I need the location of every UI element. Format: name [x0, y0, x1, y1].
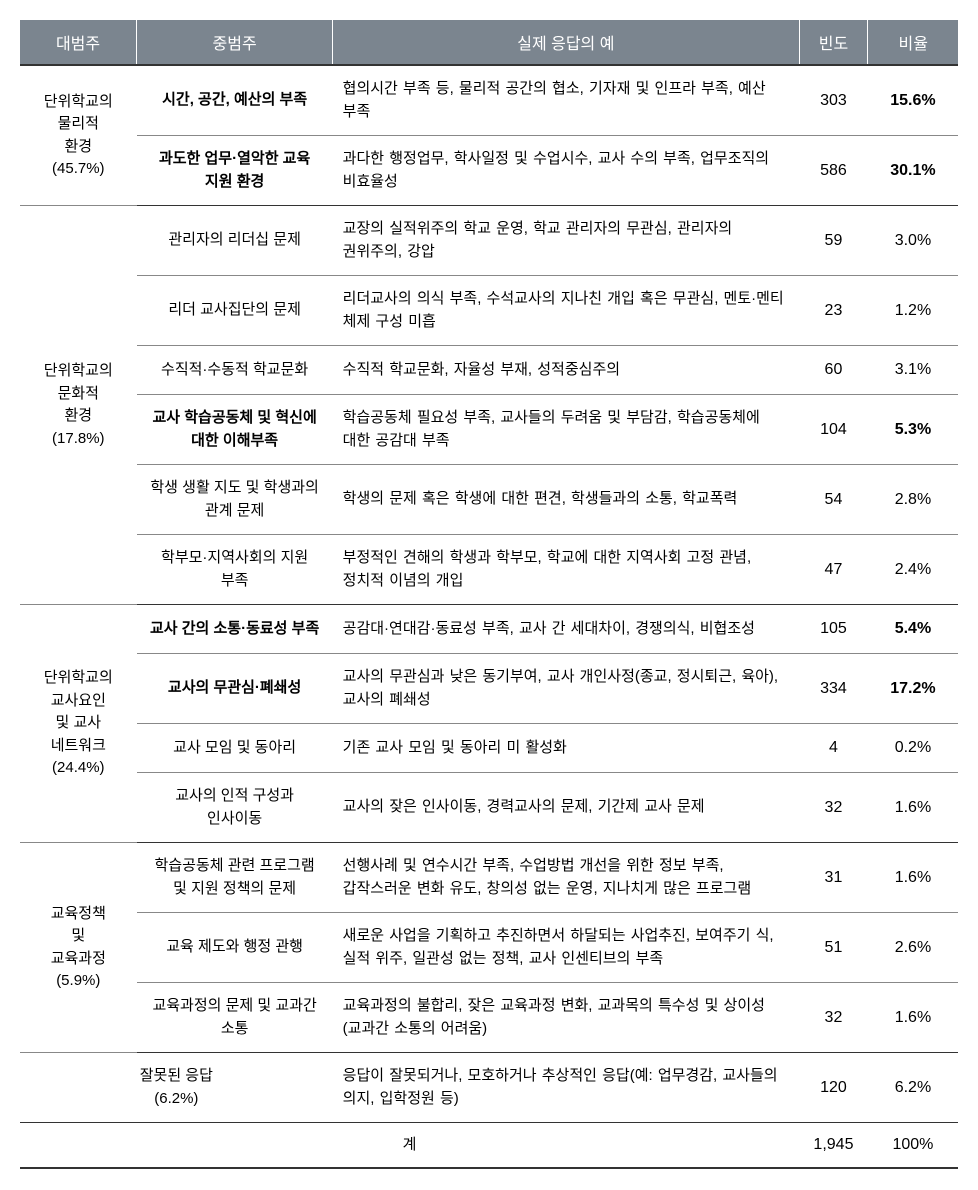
ratio-value: 1.6%	[868, 983, 958, 1053]
header-ratio: 비율	[868, 20, 958, 65]
frequency-value: 31	[799, 843, 868, 913]
frequency-value: 4	[799, 724, 868, 773]
ratio-value: 1.6%	[868, 773, 958, 843]
table-row: 잘못된 응답(6.2%)응답이 잘못되거나, 모호하거나 추상적인 응답(예: …	[20, 1053, 958, 1123]
table-row: 교육 제도와 행정 관행새로운 사업을 기획하고 추진하면서 하달되는 사업추진…	[20, 913, 958, 983]
example-text: 기존 교사 모임 및 동아리 미 활성화	[333, 724, 799, 773]
major-category: 단위학교의문화적환경(17.8%)	[20, 206, 137, 605]
table-row: 교사 학습공동체 및 혁신에 대한 이해부족학습공동체 필요성 부족, 교사들의…	[20, 395, 958, 465]
ratio-value: 2.8%	[868, 465, 958, 535]
frequency-value: 23	[799, 276, 868, 346]
ratio-value: 6.2%	[868, 1053, 958, 1123]
header-row: 대범주 중범주 실제 응답의 예 빈도 비율	[20, 20, 958, 65]
middle-category: 학생 생활 지도 및 학생과의 관계 문제	[137, 465, 333, 535]
frequency-value: 104	[799, 395, 868, 465]
table-row: 교사의 무관심·폐쇄성교사의 무관심과 낮은 동기부여, 교사 개인사정(종교,…	[20, 654, 958, 724]
data-table: 대범주 중범주 실제 응답의 예 빈도 비율 단위학교의물리적환경(45.7%)…	[20, 20, 958, 1169]
ratio-value: 2.4%	[868, 535, 958, 605]
example-text: 응답이 잘못되거나, 모호하거나 추상적인 응답(예: 업무경감, 교사들의 의…	[333, 1053, 799, 1123]
middle-category: 교사의 인적 구성과 인사이동	[137, 773, 333, 843]
example-text: 교사의 무관심과 낮은 동기부여, 교사 개인사정(종교, 정시퇴근, 육아),…	[333, 654, 799, 724]
frequency-value: 47	[799, 535, 868, 605]
middle-category: 교육 제도와 행정 관행	[137, 913, 333, 983]
frequency-value: 120	[799, 1053, 868, 1123]
middle-category: 과도한 업무·열악한 교육 지원 환경	[137, 136, 333, 206]
total-frequency: 1,945	[799, 1123, 868, 1169]
total-row: 계1,945100%	[20, 1123, 958, 1169]
table-row: 과도한 업무·열악한 교육 지원 환경과다한 행정업무, 학사일정 및 수업시수…	[20, 136, 958, 206]
frequency-value: 32	[799, 983, 868, 1053]
middle-category: 리더 교사집단의 문제	[137, 276, 333, 346]
frequency-value: 334	[799, 654, 868, 724]
table-row: 교사의 인적 구성과 인사이동교사의 잦은 인사이동, 경력교사의 문제, 기간…	[20, 773, 958, 843]
middle-category: 시간, 공간, 예산의 부족	[137, 65, 333, 136]
ratio-value: 30.1%	[868, 136, 958, 206]
middle-category: 관리자의 리더십 문제	[137, 206, 333, 276]
example-text: 교사의 잦은 인사이동, 경력교사의 문제, 기간제 교사 문제	[333, 773, 799, 843]
major-category: 단위학교의물리적환경(45.7%)	[20, 65, 137, 206]
table-row: 단위학교의교사요인및 교사네트워크(24.4%)교사 간의 소통·동료성 부족공…	[20, 605, 958, 654]
ratio-value: 17.2%	[868, 654, 958, 724]
middle-category: 학습공동체 관련 프로그램 및 지원 정책의 문제	[137, 843, 333, 913]
wrong-response-label: 잘못된 응답(6.2%)	[20, 1053, 333, 1123]
frequency-value: 105	[799, 605, 868, 654]
table-row: 교육정책및교육과정(5.9%)학습공동체 관련 프로그램 및 지원 정책의 문제…	[20, 843, 958, 913]
ratio-value: 3.0%	[868, 206, 958, 276]
middle-category: 교육과정의 문제 및 교과간 소통	[137, 983, 333, 1053]
table-row: 리더 교사집단의 문제리더교사의 의식 부족, 수석교사의 지나친 개입 혹은 …	[20, 276, 958, 346]
header-middle: 중범주	[137, 20, 333, 65]
example-text: 공감대·연대감·동료성 부족, 교사 간 세대차이, 경쟁의식, 비협조성	[333, 605, 799, 654]
ratio-value: 5.4%	[868, 605, 958, 654]
middle-category: 교사 모임 및 동아리	[137, 724, 333, 773]
ratio-value: 2.6%	[868, 913, 958, 983]
total-ratio: 100%	[868, 1123, 958, 1169]
table-row: 교사 모임 및 동아리기존 교사 모임 및 동아리 미 활성화40.2%	[20, 724, 958, 773]
example-text: 학습공동체 필요성 부족, 교사들의 두려움 및 부담감, 학습공동체에 대한 …	[333, 395, 799, 465]
middle-category: 수직적·수동적 학교문화	[137, 346, 333, 395]
example-text: 교육과정의 불합리, 잦은 교육과정 변화, 교과목의 특수성 및 상이성(교과…	[333, 983, 799, 1053]
table-row: 단위학교의문화적환경(17.8%)관리자의 리더십 문제교장의 실적위주의 학교…	[20, 206, 958, 276]
ratio-value: 0.2%	[868, 724, 958, 773]
middle-category: 교사 학습공동체 및 혁신에 대한 이해부족	[137, 395, 333, 465]
table-row: 수직적·수동적 학교문화수직적 학교문화, 자율성 부재, 성적중심주의603.…	[20, 346, 958, 395]
example-text: 새로운 사업을 기획하고 추진하면서 하달되는 사업추진, 보여주기 식, 실적…	[333, 913, 799, 983]
ratio-value: 1.6%	[868, 843, 958, 913]
middle-category: 교사의 무관심·폐쇄성	[137, 654, 333, 724]
ratio-value: 15.6%	[868, 65, 958, 136]
example-text: 수직적 학교문화, 자율성 부재, 성적중심주의	[333, 346, 799, 395]
header-major: 대범주	[20, 20, 137, 65]
table-row: 학생 생활 지도 및 학생과의 관계 문제학생의 문제 혹은 학생에 대한 편견…	[20, 465, 958, 535]
example-text: 부정적인 견해의 학생과 학부모, 학교에 대한 지역사회 고정 관념, 정치적…	[333, 535, 799, 605]
example-text: 선행사례 및 연수시간 부족, 수업방법 개선을 위한 정보 부족, 갑작스러운…	[333, 843, 799, 913]
total-label: 계	[20, 1123, 799, 1169]
ratio-value: 5.3%	[868, 395, 958, 465]
table-row: 학부모·지역사회의 지원 부족부정적인 견해의 학생과 학부모, 학교에 대한 …	[20, 535, 958, 605]
major-category: 교육정책및교육과정(5.9%)	[20, 843, 137, 1053]
header-freq: 빈도	[799, 20, 868, 65]
table-row: 단위학교의물리적환경(45.7%)시간, 공간, 예산의 부족협의시간 부족 등…	[20, 65, 958, 136]
header-example: 실제 응답의 예	[333, 20, 799, 65]
example-text: 협의시간 부족 등, 물리적 공간의 협소, 기자재 및 인프라 부족, 예산 …	[333, 65, 799, 136]
frequency-value: 54	[799, 465, 868, 535]
example-text: 리더교사의 의식 부족, 수석교사의 지나친 개입 혹은 무관심, 멘토·멘티 …	[333, 276, 799, 346]
example-text: 학생의 문제 혹은 학생에 대한 편견, 학생들과의 소통, 학교폭력	[333, 465, 799, 535]
frequency-value: 303	[799, 65, 868, 136]
frequency-value: 51	[799, 913, 868, 983]
frequency-value: 32	[799, 773, 868, 843]
middle-category: 교사 간의 소통·동료성 부족	[137, 605, 333, 654]
frequency-value: 60	[799, 346, 868, 395]
table-row: 교육과정의 문제 및 교과간 소통교육과정의 불합리, 잦은 교육과정 변화, …	[20, 983, 958, 1053]
frequency-value: 586	[799, 136, 868, 206]
example-text: 과다한 행정업무, 학사일정 및 수업시수, 교사 수의 부족, 업무조직의 비…	[333, 136, 799, 206]
frequency-value: 59	[799, 206, 868, 276]
ratio-value: 1.2%	[868, 276, 958, 346]
example-text: 교장의 실적위주의 학교 운영, 학교 관리자의 무관심, 관리자의 권위주의,…	[333, 206, 799, 276]
major-category: 단위학교의교사요인및 교사네트워크(24.4%)	[20, 605, 137, 843]
middle-category: 학부모·지역사회의 지원 부족	[137, 535, 333, 605]
ratio-value: 3.1%	[868, 346, 958, 395]
